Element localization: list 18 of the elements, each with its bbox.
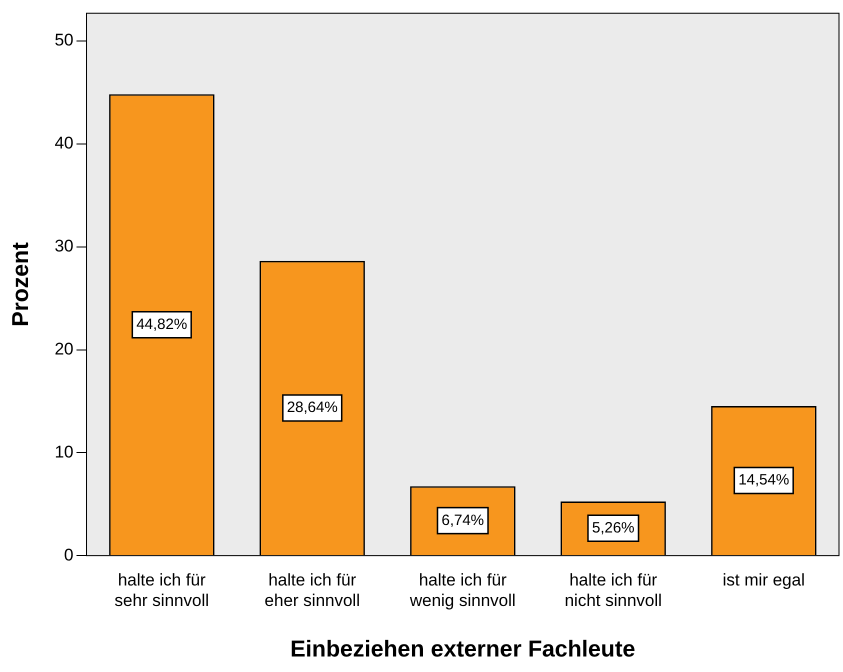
data-label: 14,54% — [738, 472, 790, 489]
x-tick-label: halte ich für sehr sinnvoll — [114, 570, 210, 610]
x-axis-title: Einbeziehen externer Fachleute — [290, 636, 636, 662]
data-label: 6,74% — [441, 512, 484, 529]
x-tick-label: ist mir egal — [722, 570, 805, 590]
x-tick-label: halte ich für nicht sinnvoll — [564, 570, 662, 610]
x-tick-label: halte ich für eher sinnvoll — [264, 570, 360, 610]
y-tick-label: 30 — [54, 236, 74, 256]
y-tick-label: 20 — [54, 339, 74, 358]
y-tick-label: 10 — [54, 442, 74, 462]
y-tick-label: 40 — [54, 134, 74, 153]
data-label: 28,64% — [286, 399, 338, 416]
data-label: 5,26% — [592, 519, 635, 536]
y-tick-label: 50 — [54, 30, 74, 50]
y-tick-label: 0 — [64, 545, 74, 564]
x-tick-label: halte ich für wenig sinnvoll — [408, 570, 516, 610]
y-axis-title: Prozent — [7, 242, 34, 327]
data-label: 44,82% — [136, 316, 188, 333]
